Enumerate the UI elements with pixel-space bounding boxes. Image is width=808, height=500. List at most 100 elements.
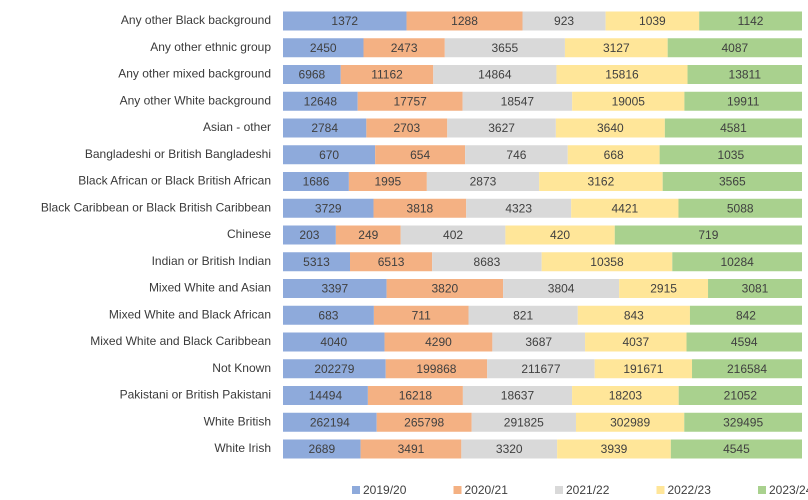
category-label: Mixed White and Black Caribbean bbox=[90, 334, 271, 348]
data-label: 211677 bbox=[521, 362, 560, 376]
data-label: 8683 bbox=[474, 255, 501, 269]
category-label: White Irish bbox=[214, 441, 271, 455]
category-label: Mixed White and Black African bbox=[109, 307, 271, 321]
bar-segment bbox=[283, 38, 364, 58]
bar-segment bbox=[572, 386, 679, 405]
data-label: 18637 bbox=[501, 389, 535, 403]
data-label: 19005 bbox=[612, 94, 646, 108]
legend-swatch bbox=[453, 486, 462, 494]
bar-segment bbox=[465, 145, 568, 165]
category-label: Chinese bbox=[227, 227, 271, 241]
data-label: 249 bbox=[358, 228, 378, 242]
data-label: 1035 bbox=[717, 148, 744, 162]
data-label: 3939 bbox=[601, 442, 628, 456]
bar-segment bbox=[667, 38, 802, 58]
data-label: 2689 bbox=[308, 442, 335, 456]
bar-segment bbox=[699, 11, 802, 31]
data-label: 18547 bbox=[501, 94, 535, 108]
bar-segment bbox=[385, 359, 488, 379]
data-label: 2473 bbox=[391, 41, 418, 55]
data-label: 19911 bbox=[727, 94, 760, 108]
bar-segment bbox=[708, 279, 802, 298]
data-label: 14864 bbox=[478, 68, 512, 82]
legend-label: 2019/20 bbox=[363, 483, 407, 497]
bar-segment bbox=[400, 225, 506, 245]
bar-segment bbox=[350, 252, 433, 272]
data-label: 654 bbox=[410, 148, 430, 162]
bar-segment bbox=[605, 11, 700, 31]
bar-segment bbox=[283, 386, 368, 405]
bar-segment bbox=[462, 91, 573, 111]
data-label: 1142 bbox=[738, 14, 764, 28]
bar-segment bbox=[363, 38, 445, 58]
data-label: 6513 bbox=[378, 255, 405, 269]
data-label: 2873 bbox=[470, 175, 497, 189]
data-label: 13811 bbox=[729, 68, 762, 82]
data-label: 3320 bbox=[496, 442, 523, 456]
bar-segment bbox=[487, 359, 595, 379]
legend-label: 2020/21 bbox=[465, 483, 509, 497]
bar-segment bbox=[555, 118, 665, 138]
bar-segment bbox=[283, 439, 361, 459]
data-label: 17757 bbox=[393, 94, 427, 108]
data-label: 2450 bbox=[310, 41, 337, 55]
bar-segment bbox=[541, 252, 673, 272]
bar-segment bbox=[283, 412, 377, 432]
bar-segment bbox=[348, 172, 427, 191]
data-label: 2784 bbox=[311, 121, 338, 135]
bar-segment bbox=[357, 91, 463, 111]
category-label: Any other Black background bbox=[121, 13, 271, 27]
bar-segment bbox=[678, 386, 802, 405]
bar-segment bbox=[687, 65, 802, 84]
bar-segment bbox=[692, 359, 802, 379]
legend-swatch bbox=[656, 486, 665, 494]
bar-segment bbox=[564, 38, 668, 58]
bar-segment bbox=[447, 118, 556, 138]
bar-segment bbox=[594, 359, 693, 379]
bar-segment bbox=[360, 439, 462, 459]
bar-segment bbox=[283, 145, 376, 165]
data-label: 5088 bbox=[727, 201, 754, 215]
data-label: 291825 bbox=[504, 415, 544, 429]
bar-segment bbox=[283, 91, 358, 111]
data-label: 4594 bbox=[731, 335, 758, 349]
data-label: 16218 bbox=[399, 389, 433, 403]
data-label: 821 bbox=[513, 308, 533, 322]
bar-segment bbox=[585, 332, 687, 352]
bar-segment bbox=[572, 91, 685, 111]
bar-segment bbox=[567, 145, 660, 165]
data-label: 4037 bbox=[622, 335, 649, 349]
bar-segment bbox=[283, 279, 387, 298]
bar-segment bbox=[556, 65, 688, 84]
bar-segment bbox=[672, 252, 802, 272]
bar-segment bbox=[283, 65, 341, 84]
bar-segment bbox=[375, 145, 466, 165]
bar-segment bbox=[406, 11, 523, 31]
bar-segment bbox=[614, 225, 802, 245]
data-label: 216584 bbox=[727, 362, 767, 376]
bar-segment bbox=[670, 439, 802, 459]
bar-segment bbox=[664, 118, 802, 138]
data-label: 302989 bbox=[610, 415, 650, 429]
bar-segment bbox=[659, 145, 802, 165]
data-label: 199868 bbox=[416, 362, 456, 376]
bar-segment bbox=[686, 332, 802, 352]
bar-segment bbox=[283, 11, 407, 31]
bar-segment bbox=[283, 198, 374, 218]
data-label: 3820 bbox=[432, 282, 459, 296]
data-label: 402 bbox=[443, 228, 463, 242]
legend-swatch bbox=[555, 486, 563, 494]
data-label: 4545 bbox=[723, 442, 750, 456]
bar-segment bbox=[462, 386, 573, 405]
bar-segment bbox=[505, 225, 615, 245]
bar-segment bbox=[466, 198, 572, 218]
data-label: 15816 bbox=[605, 68, 639, 82]
data-label: 3627 bbox=[488, 121, 515, 135]
data-label: 3081 bbox=[742, 282, 769, 296]
bar-segment bbox=[492, 332, 586, 352]
data-label: 668 bbox=[604, 148, 624, 162]
bar-segment bbox=[575, 412, 685, 432]
category-label: Any other White background bbox=[120, 93, 271, 107]
bar-segment bbox=[468, 305, 578, 325]
bar-segment bbox=[283, 172, 349, 191]
